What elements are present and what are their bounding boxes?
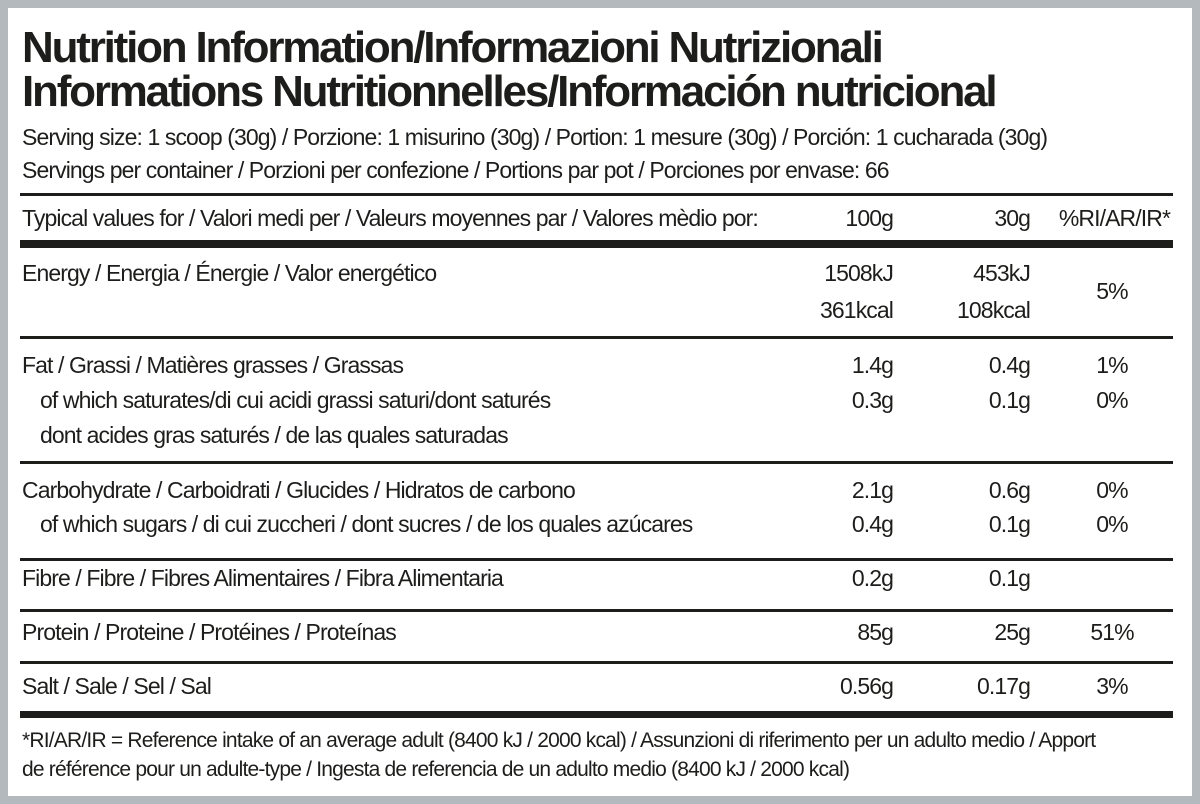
fibre-30g: 0.1g: [988, 565, 1031, 591]
energy-label: Energy / Energia / Énergie / Valor energ…: [22, 260, 437, 286]
divider: [20, 193, 1173, 196]
fat-30g: 0.4g: [988, 352, 1031, 378]
salt-label: Salt / Sale / Sel / Sal: [22, 673, 212, 699]
saturates-ri: 0%: [1096, 387, 1128, 413]
footnote-line-1: *RI/AR/IR = Reference intake of an avera…: [22, 729, 1096, 752]
carbohydrate-30g: 0.6g: [988, 477, 1031, 503]
title-line-2: Informations Nutritionnelles/Información…: [22, 67, 998, 116]
servings-per-container: Servings per container / Porzioni per co…: [22, 157, 890, 183]
header-ri: %RI/AR/IR*: [1058, 205, 1171, 231]
fat-ri: 1%: [1096, 352, 1128, 378]
divider: [20, 461, 1173, 464]
header-label: Typical values for / Valori medi per / V…: [22, 205, 759, 231]
saturates-100g: 0.3g: [851, 387, 894, 413]
saturates-label: of which saturates/di cui acidi grassi s…: [40, 387, 551, 413]
divider: [20, 609, 1173, 612]
salt-100g: 0.56g: [839, 673, 894, 699]
saturates-label-2: dont acides gras saturés / de las quales…: [40, 422, 509, 448]
header-30g: 30g: [994, 205, 1031, 231]
protein-ri: 51%: [1090, 619, 1134, 645]
carbohydrate-ri: 0%: [1096, 477, 1128, 503]
fat-100g: 1.4g: [851, 352, 894, 378]
energy-30g-kcal: 108kcal: [957, 297, 1031, 323]
divider: [20, 336, 1173, 339]
fibre-100g: 0.2g: [851, 565, 894, 591]
serving-size: Serving size: 1 scoop (30g) / Porzione: …: [22, 124, 1048, 150]
carbohydrate-label: Carbohydrate / Carboidrati / Glucides / …: [22, 477, 576, 503]
divider-thick: [20, 711, 1173, 718]
carbohydrate-100g: 2.1g: [851, 477, 894, 503]
header-100g: 100g: [845, 205, 893, 231]
footnote-line-2: de référence pour un adulte-type / Inges…: [22, 758, 850, 781]
fat-label: Fat / Grassi / Matières grasses / Grassa…: [22, 352, 404, 378]
salt-ri: 3%: [1096, 673, 1128, 699]
sugars-100g: 0.4g: [851, 511, 894, 537]
divider-thick: [20, 240, 1173, 248]
saturates-30g: 0.1g: [988, 387, 1031, 413]
divider: [20, 661, 1173, 664]
sugars-30g: 0.1g: [988, 511, 1031, 537]
title-line-1: Nutrition Information/Informazioni Nutri…: [22, 23, 884, 72]
sugars-ri: 0%: [1096, 511, 1128, 537]
protein-30g: 25g: [994, 619, 1031, 645]
sugars-label: of which sugars / di cui zuccheri / dont…: [40, 511, 693, 537]
protein-100g: 85g: [857, 619, 894, 645]
energy-30g-kj: 453kJ: [973, 260, 1031, 286]
protein-label: Protein / Proteine / Protéines / Proteín…: [22, 619, 397, 645]
fibre-label: Fibre / Fibre / Fibres Alimentaires / Fi…: [22, 565, 504, 591]
energy-100g-kj: 1508kJ: [824, 260, 894, 286]
divider: [20, 558, 1173, 561]
salt-30g: 0.17g: [976, 673, 1031, 699]
energy-ri: 5%: [1096, 278, 1128, 304]
energy-100g-kcal: 361kcal: [820, 297, 894, 323]
